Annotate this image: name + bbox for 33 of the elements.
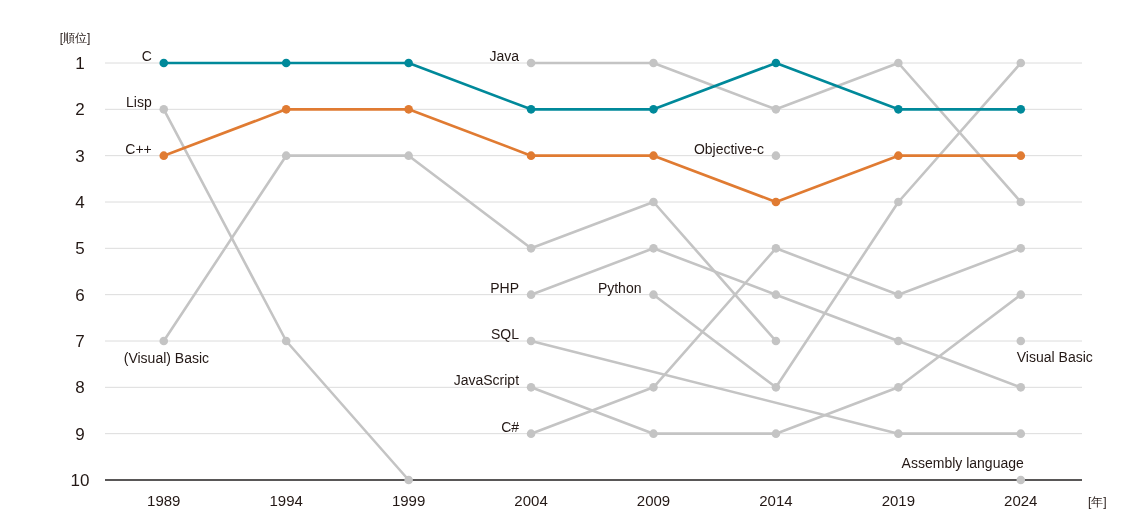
x-tick-label: 2004 (514, 492, 548, 509)
x-tick-label: 2009 (636, 492, 671, 509)
x-tick-label: 2019 (881, 492, 916, 509)
y-tick-label: 8 (75, 378, 85, 398)
series-label: Assembly language (901, 455, 1024, 471)
series-label: SQL (491, 326, 520, 342)
x-axis-title: [年] (1088, 495, 1107, 509)
x-tick-label: 1999 (391, 492, 426, 509)
y-tick-label: 7 (75, 332, 85, 351)
y-tick-label: 4 (75, 193, 85, 212)
series-label: Visual Basic (1016, 349, 1093, 365)
series-label: PHP (490, 279, 520, 296)
series-label: (Visual) Basic (123, 350, 210, 366)
series-label: C (141, 48, 152, 64)
series-label: JavaScript (453, 372, 520, 389)
y-tick-label: 2 (75, 100, 85, 120)
y-tick-label: 10 (70, 471, 90, 490)
y-tick-label: 3 (75, 146, 85, 166)
y-tick-label: 6 (75, 285, 85, 305)
y-tick-label: 5 (75, 239, 85, 259)
x-tick-label: 2024 (1004, 492, 1038, 509)
series-label: C# (501, 418, 520, 435)
y-tick-label: 9 (75, 424, 85, 444)
series-label: Lisp (126, 94, 152, 111)
x-tick-label: 1994 (269, 492, 303, 509)
x-tick-label: 1989 (147, 492, 181, 509)
x-tick-label: 2014 (759, 492, 793, 509)
series-label: Java (489, 48, 520, 64)
series-label: Objective-c (693, 140, 764, 157)
series-label: Python (597, 279, 642, 296)
y-axis-title: [順位] (59, 31, 91, 45)
series-label: C++ (125, 140, 152, 157)
y-tick-label: 1 (75, 54, 85, 73)
